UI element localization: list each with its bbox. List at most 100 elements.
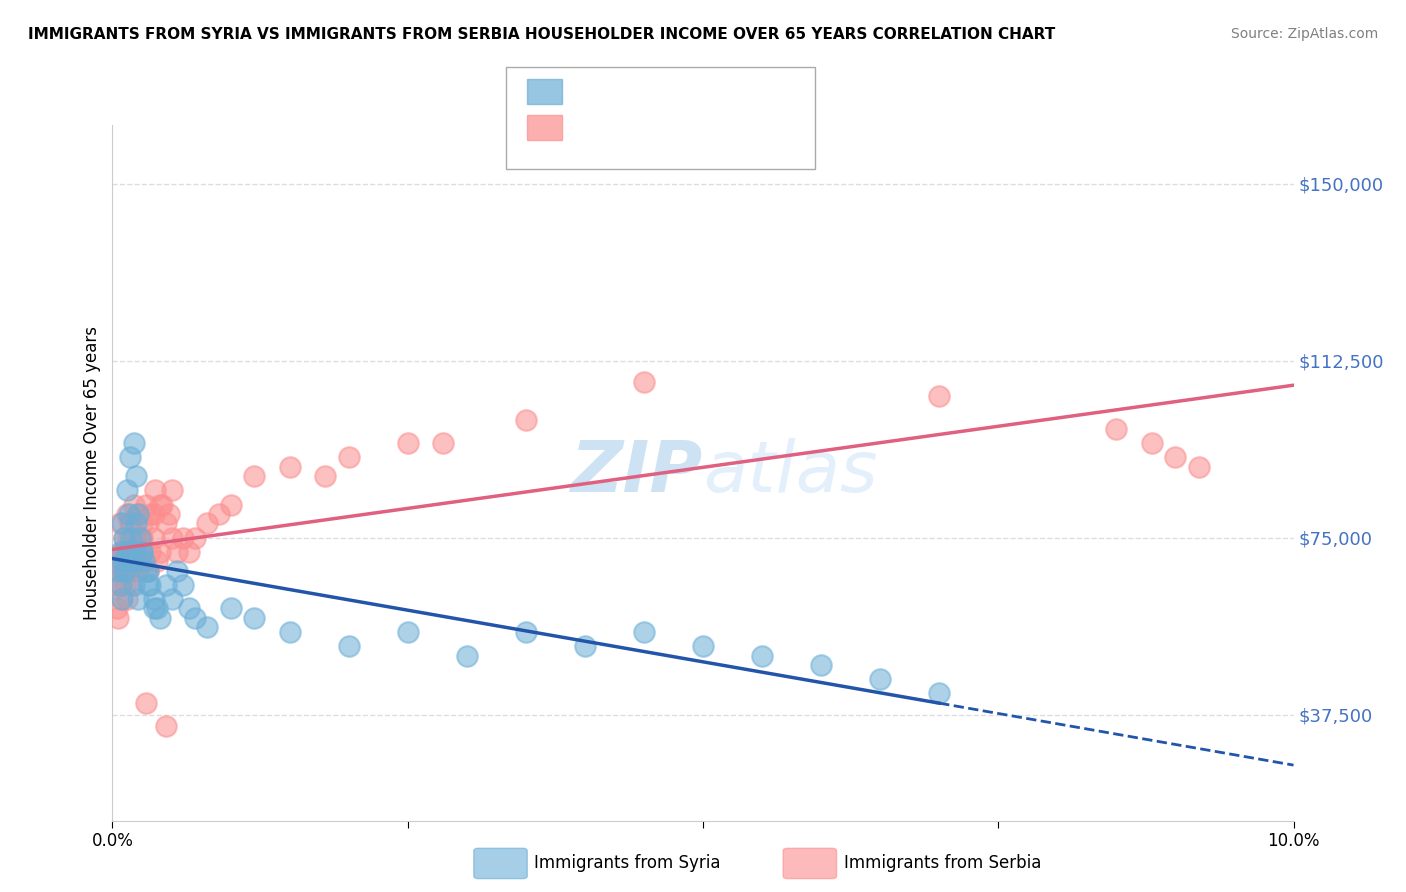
Point	[515, 413, 537, 427]
Point	[125, 516, 148, 531]
Point	[166, 545, 188, 559]
Point	[112, 554, 135, 568]
Text: ZIP: ZIP	[571, 438, 703, 508]
Point	[456, 648, 478, 663]
Point	[111, 591, 134, 606]
Point	[149, 611, 172, 625]
Point	[278, 624, 301, 639]
Point	[149, 498, 172, 512]
Point	[121, 564, 143, 578]
Point	[112, 554, 135, 568]
Point	[136, 516, 159, 531]
Point	[160, 591, 183, 606]
Point	[179, 601, 201, 615]
Text: Immigrants from Serbia: Immigrants from Serbia	[844, 855, 1040, 872]
Text: Immigrants from Syria: Immigrants from Syria	[534, 855, 721, 872]
Point	[184, 531, 207, 545]
Point	[1105, 422, 1128, 436]
Point	[120, 450, 142, 465]
Point	[128, 545, 150, 559]
Point	[751, 648, 773, 663]
Point	[122, 578, 145, 592]
Point	[337, 639, 360, 653]
Point	[146, 601, 169, 615]
Point	[139, 545, 162, 559]
Y-axis label: Householder Income Over 65 years: Householder Income Over 65 years	[83, 326, 101, 620]
Point	[121, 554, 143, 568]
Point	[633, 624, 655, 639]
Point	[928, 686, 950, 700]
Point	[127, 507, 149, 521]
Point	[117, 545, 139, 559]
Point	[120, 554, 142, 568]
Point	[160, 531, 183, 545]
Point	[136, 564, 159, 578]
Point	[114, 564, 136, 578]
Point	[124, 545, 146, 559]
Point	[120, 516, 142, 531]
Point	[111, 564, 134, 578]
Point	[155, 578, 177, 592]
Point	[149, 545, 172, 559]
Point	[114, 578, 136, 592]
Point	[142, 601, 165, 615]
Point	[107, 611, 129, 625]
Point	[1164, 450, 1187, 465]
Text: atlas: atlas	[703, 438, 877, 508]
Point	[337, 450, 360, 465]
Point	[115, 545, 138, 559]
Point	[172, 531, 194, 545]
Point	[243, 611, 266, 625]
Point	[118, 507, 141, 521]
Point	[278, 459, 301, 474]
Point	[117, 564, 139, 578]
Point	[142, 531, 165, 545]
Point	[115, 507, 138, 521]
Point	[314, 469, 336, 483]
Point	[131, 545, 153, 559]
Point	[574, 639, 596, 653]
Point	[110, 591, 132, 606]
Point	[112, 531, 135, 545]
Point	[125, 469, 148, 483]
Point	[1188, 459, 1211, 474]
Point	[120, 531, 142, 545]
Point	[869, 672, 891, 686]
Point	[127, 591, 149, 606]
Point	[179, 545, 201, 559]
Point	[166, 564, 188, 578]
Point	[120, 516, 142, 531]
Point	[127, 564, 149, 578]
Point	[105, 601, 128, 615]
Point	[120, 554, 142, 568]
Point	[243, 469, 266, 483]
Point	[135, 696, 157, 710]
Point	[114, 545, 136, 559]
Point	[810, 657, 832, 672]
Point	[184, 611, 207, 625]
Point	[172, 578, 194, 592]
Point	[157, 507, 180, 521]
Point	[515, 624, 537, 639]
Text: IMMIGRANTS FROM SYRIA VS IMMIGRANTS FROM SERBIA HOUSEHOLDER INCOME OVER 65 YEARS: IMMIGRANTS FROM SYRIA VS IMMIGRANTS FROM…	[28, 27, 1056, 42]
Point	[155, 719, 177, 733]
Point	[155, 516, 177, 531]
Point	[160, 483, 183, 498]
Text: R = -0.263   N = 57: R = -0.263 N = 57	[569, 83, 747, 101]
Point	[115, 591, 138, 606]
Point	[108, 578, 131, 592]
Point	[139, 507, 162, 521]
Point	[124, 545, 146, 559]
Point	[118, 545, 141, 559]
Point	[115, 483, 138, 498]
Point	[692, 639, 714, 653]
Point	[131, 531, 153, 545]
Point	[108, 516, 131, 531]
Point	[134, 554, 156, 568]
Point	[120, 578, 142, 592]
Point	[122, 436, 145, 450]
Point	[125, 554, 148, 568]
Point	[107, 578, 129, 592]
Point	[432, 436, 454, 450]
Point	[142, 591, 165, 606]
